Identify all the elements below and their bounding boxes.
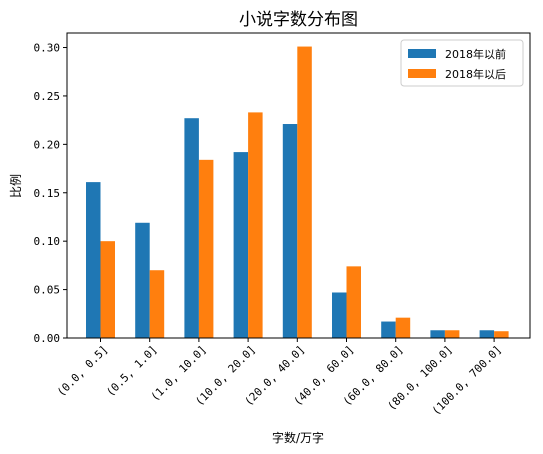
y-tick-label-6: 0.30: [34, 42, 61, 55]
bar-series-1-4: [282, 124, 298, 339]
chart-title: 小说字数分布图: [239, 10, 358, 30]
bar-series-2-6: [395, 317, 411, 338]
bar-series-1-5: [332, 292, 347, 338]
legend: 2018年以前 2018年以后: [400, 39, 524, 87]
y-tick-label-0: 0.00: [34, 332, 61, 345]
legend-label-series-1: 2018年以前: [445, 47, 506, 61]
bar-series-2-5: [346, 266, 361, 338]
bar-series-2-3: [248, 112, 263, 339]
legend-swatch-series-2: [408, 69, 436, 78]
bar-series-1-6: [381, 321, 396, 338]
y-tick-label-3: 0.15: [34, 187, 61, 200]
bars-layer: [86, 46, 509, 339]
bar-series-2-1: [149, 270, 165, 338]
x-axis-label: 字数/万字: [272, 430, 324, 445]
bar-series-1-2: [184, 118, 199, 338]
bar-series-2-0: [100, 241, 115, 338]
bar-series-1-1: [135, 222, 150, 338]
bar-series-2-2: [198, 159, 214, 338]
y-axis-label: 比例: [9, 174, 23, 198]
y-tick-label-2: 0.10: [34, 235, 61, 248]
legend-swatch-series-1: [408, 49, 436, 58]
y-tick-label-1: 0.05: [34, 284, 61, 297]
x-axis: (0.0, 0.5](0.5, 1.0](1.0, 10.0](10.0, 20…: [55, 338, 504, 418]
plot-frame: [66, 32, 531, 339]
bar-series-1-0: [86, 182, 101, 338]
bar-series-1-8: [479, 330, 495, 338]
legend-label-series-2: 2018年以后: [445, 67, 506, 81]
bar-series-2-7: [444, 330, 460, 338]
bar-series-2-8: [494, 331, 509, 338]
bar-series-2-4: [297, 46, 312, 339]
bar-series-1-3: [233, 152, 249, 338]
bar-series-1-7: [430, 330, 445, 338]
y-tick-label-4: 0.20: [34, 138, 61, 151]
x-tick-label-0: (0.0, 0.5]: [55, 343, 111, 399]
y-tick-label-5: 0.25: [34, 90, 61, 103]
y-axis: 0.00 0.05 0.10 0.15 0.20 0.25 0.30: [34, 42, 67, 345]
